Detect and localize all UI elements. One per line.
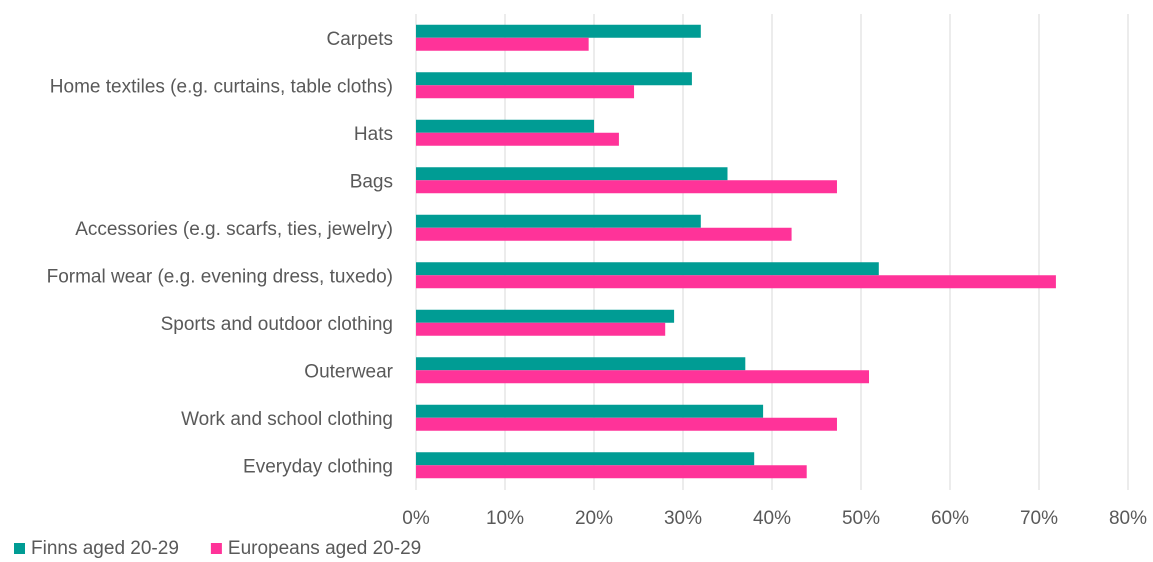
legend-label: Finns aged 20-29 [31, 538, 179, 559]
bars-layer [416, 24, 1056, 479]
category-label: Formal wear (e.g. evening dress, tuxedo) [47, 266, 393, 287]
bar [416, 119, 594, 133]
bar [416, 180, 837, 194]
bar [416, 37, 589, 51]
category-label: Accessories (e.g. scarfs, ties, jewelry) [75, 219, 393, 240]
bar [416, 357, 746, 371]
category-label: Sports and outdoor clothing [161, 314, 393, 335]
x-tick-label: 60% [931, 508, 969, 529]
bar [416, 85, 635, 99]
x-tick-label: 30% [664, 508, 702, 529]
x-tick-label: 50% [842, 508, 880, 529]
bar [416, 132, 619, 146]
bar [416, 72, 692, 86]
x-tick-label: 0% [402, 508, 430, 529]
category-label: Outerwear [304, 361, 393, 382]
legend-label: Europeans aged 20-29 [228, 538, 421, 559]
x-tick-labels: 0% 10% 20% 30% 40% 50% 60% 70% 80% [402, 508, 1147, 529]
bar [416, 452, 755, 466]
bar [416, 370, 870, 384]
bar [416, 322, 666, 336]
x-tick-label: 80% [1109, 508, 1147, 529]
bar [416, 214, 701, 228]
legend-swatch [210, 543, 222, 554]
legend-swatch [14, 543, 25, 554]
category-label: Carpets [326, 29, 393, 50]
category-label: Home textiles (e.g. curtains, table clot… [50, 76, 393, 97]
bar [416, 309, 675, 323]
category-label: Bags [350, 171, 393, 192]
category-labels: Carpets Home textiles (e.g. curtains, tab… [47, 29, 394, 478]
bar [416, 24, 701, 38]
category-label: Work and school clothing [181, 409, 393, 430]
x-tick-label: 70% [1020, 508, 1058, 529]
bar [416, 227, 792, 241]
bar [416, 404, 764, 418]
bar [416, 275, 1056, 289]
bar [416, 465, 807, 479]
bar [416, 167, 728, 181]
bar [416, 417, 837, 431]
category-label: Everyday clothing [243, 456, 393, 477]
x-tick-label: 40% [753, 508, 791, 529]
category-label: Hats [354, 124, 393, 145]
x-tick-label: 20% [575, 508, 613, 529]
legend: Finns aged 20-29 Europeans aged 20-29 [14, 538, 421, 559]
x-tick-label: 10% [486, 508, 524, 529]
bar [416, 262, 879, 276]
